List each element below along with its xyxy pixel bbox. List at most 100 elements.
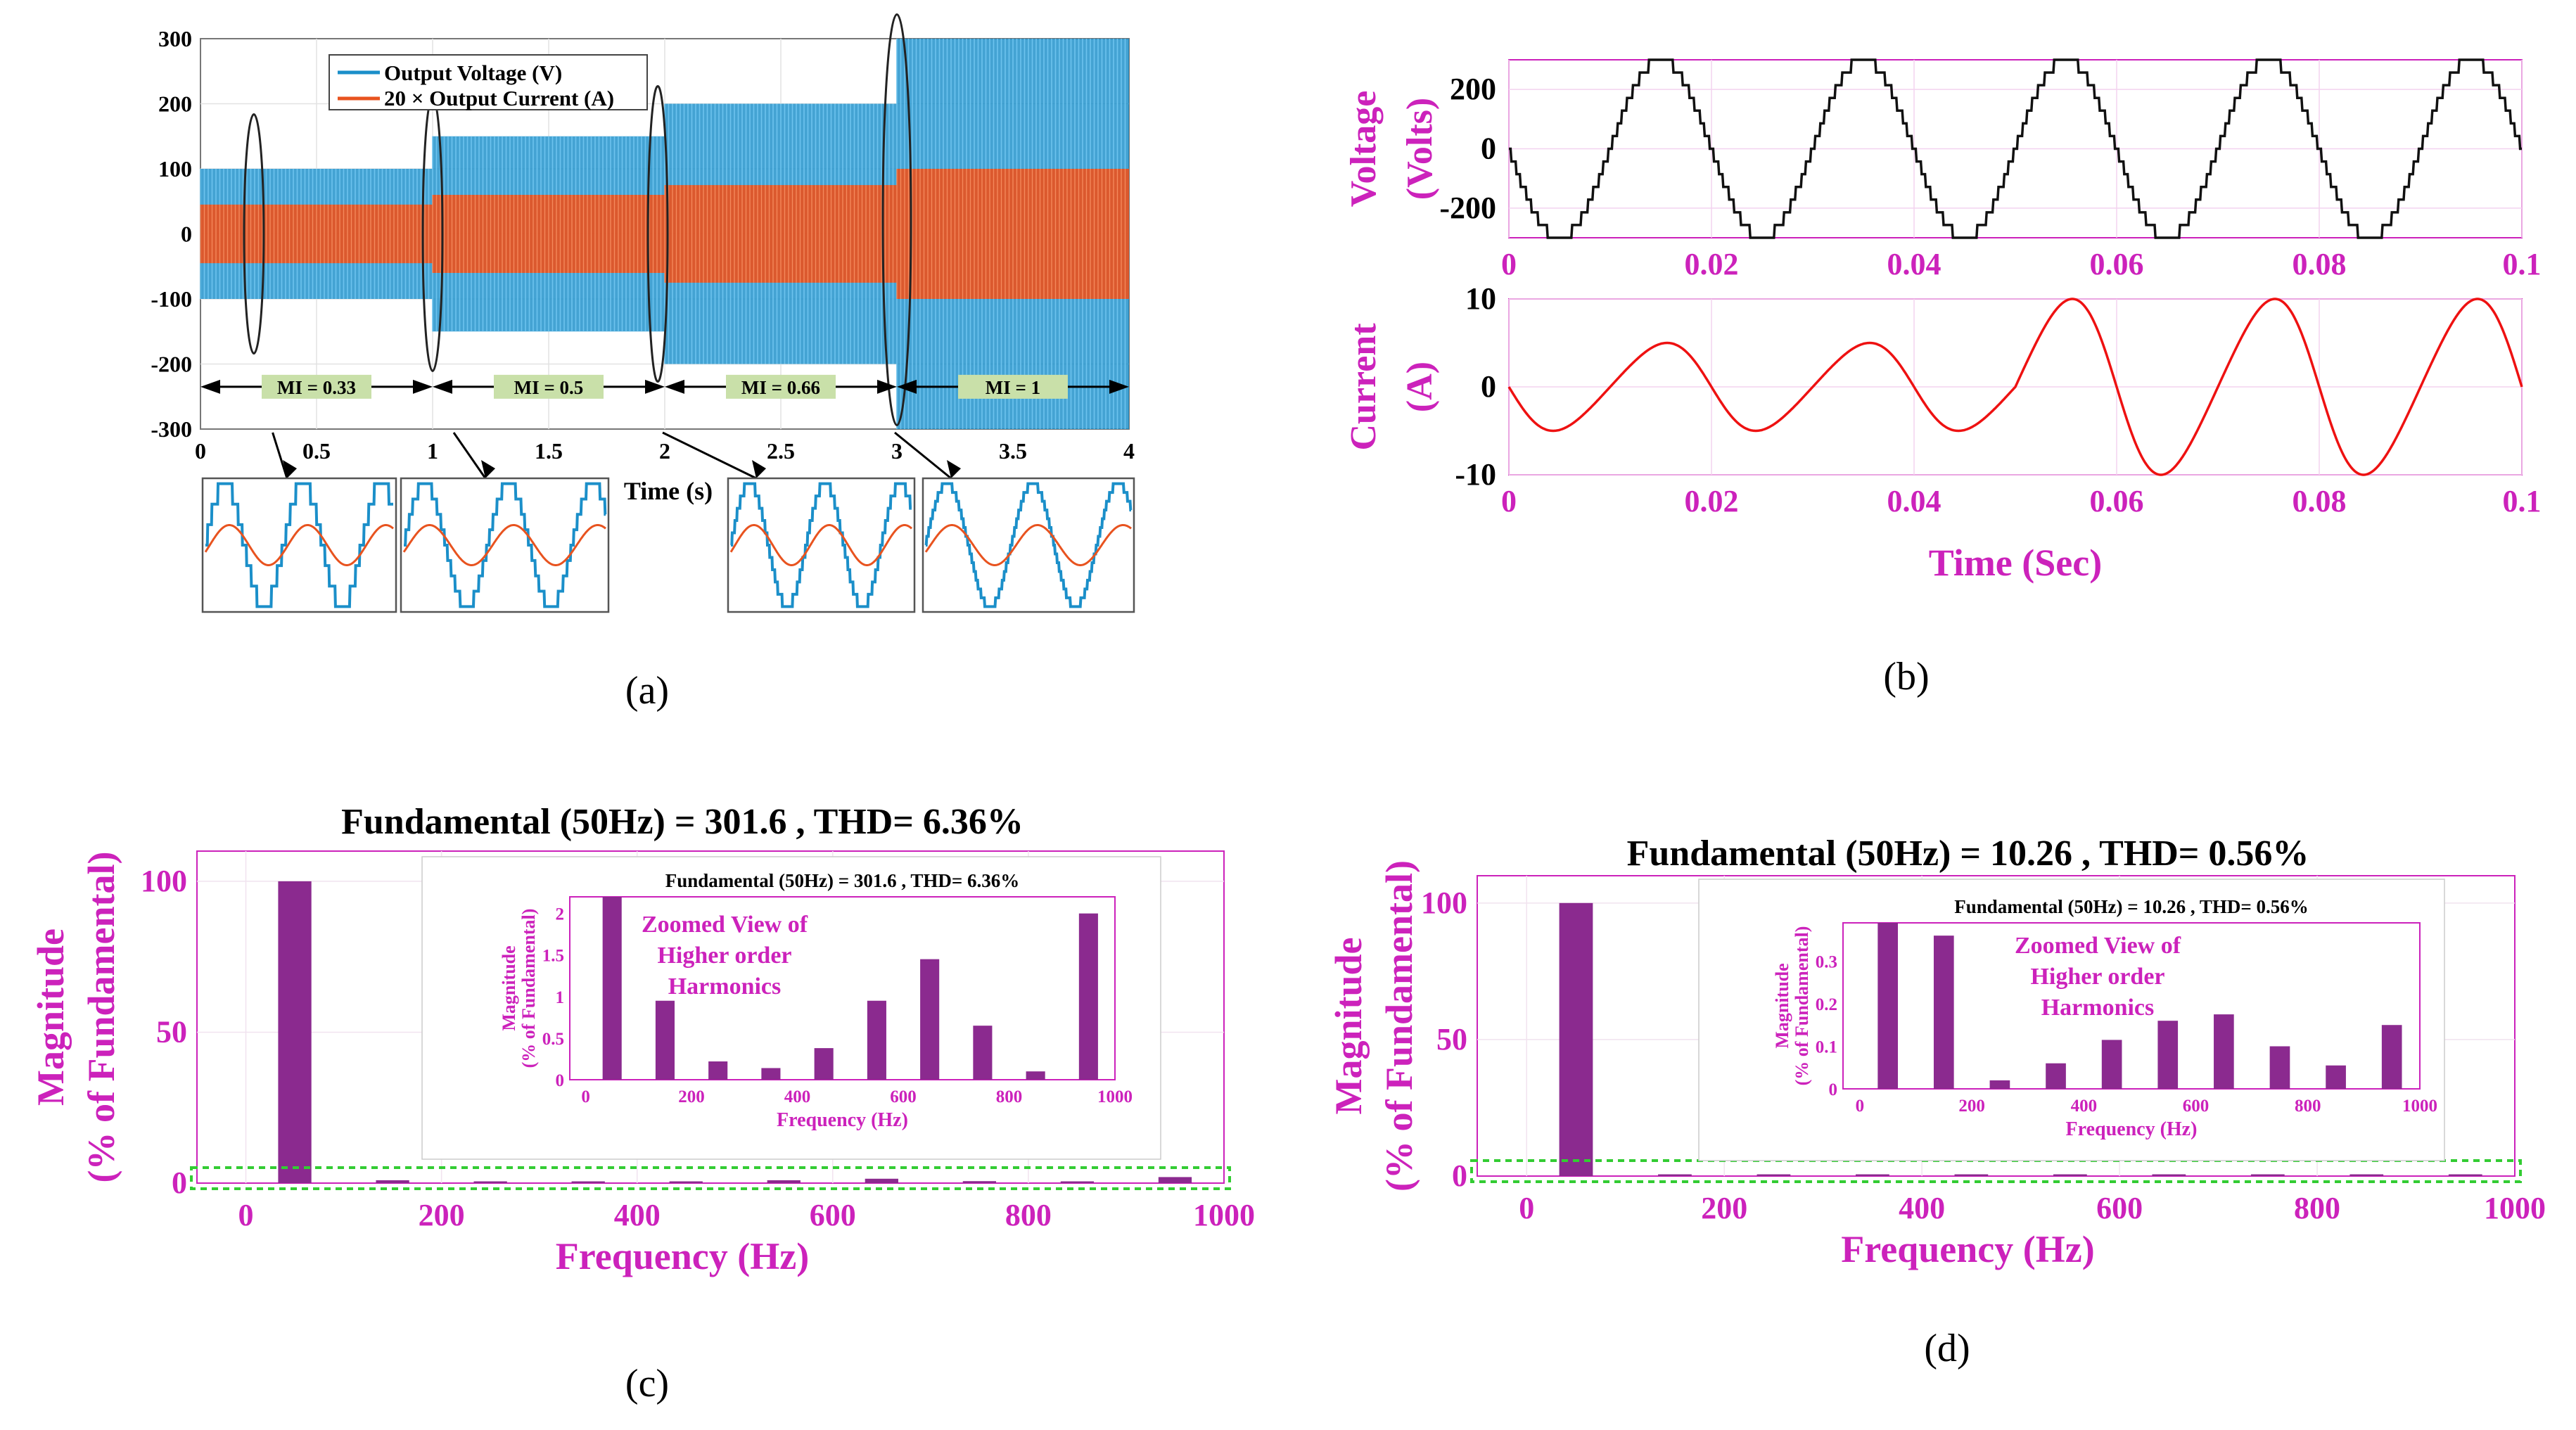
inset-x-tick-label: 600 [890, 1087, 917, 1106]
arrow-head-right [877, 379, 897, 394]
y-axis-label-line1: Magnitude [30, 928, 72, 1106]
inset-y-tick-label: 0 [556, 1071, 565, 1090]
panel-label-d: (d) [1924, 1327, 1970, 1370]
y-axis-label-line2: (Volts) [1400, 98, 1440, 200]
inset-harmonic-bar [814, 1048, 834, 1080]
inset-x-tick-label: 800 [996, 1087, 1023, 1106]
x-tick-label: 0 [1501, 247, 1517, 281]
zoom-current-sine [729, 524, 913, 566]
inset-y-tick-label: 0.5 [542, 1030, 564, 1049]
inset-y-axis-label-line1: Magnitude [499, 945, 519, 1030]
zoom-current-sine [924, 524, 1132, 566]
y-axis-label-line1: Magnitude [1327, 937, 1370, 1114]
inset-harmonic-bar [2381, 1025, 2402, 1089]
y-tick-label: 200 [158, 91, 192, 117]
x-tick-label: 0 [195, 438, 206, 464]
x-tick-label: 600 [2096, 1191, 2143, 1225]
inset-y-axis-label-line1: Magnitude [1772, 963, 1792, 1048]
harmonic-bar [1060, 1181, 1095, 1183]
arrow-head-left [665, 379, 684, 394]
x-tick-label: 0 [1519, 1191, 1534, 1225]
x-tick-label: 2 [659, 438, 670, 464]
x-tick-label: 0.1 [2503, 247, 2542, 281]
inset-x-tick-label: 200 [678, 1087, 705, 1106]
harmonic-bar [1756, 1174, 1791, 1176]
arrow-head-left [433, 379, 452, 394]
panel-label-b: (b) [1883, 655, 1929, 698]
inset-annotation-line1: Zoomed View of [2015, 933, 2181, 959]
x-tick-label: 0.5 [302, 438, 331, 464]
x-tick-label: 0.02 [1685, 247, 1739, 281]
inset-y-axis-label-line2: (% of Fundamental) [518, 909, 539, 1068]
zoom-inset-4 [894, 431, 1135, 613]
x-tick-label: 200 [1701, 1191, 1747, 1225]
x-tick-label: 200 [419, 1198, 465, 1232]
harmonic-bar [473, 1181, 507, 1183]
zoom-voltage-staircase [205, 482, 393, 608]
x-tick-label: 0.1 [2503, 484, 2542, 518]
y-tick-label: -300 [151, 416, 192, 442]
harmonic-bar [571, 1181, 605, 1183]
harmonic-bar [2152, 1174, 2186, 1176]
zoom-pointer-head [752, 460, 766, 478]
transition-marker-ellipse [881, 13, 912, 426]
inset-annotation-line2: Higher order [657, 943, 791, 969]
y-axis-label-line2: (A) [1400, 362, 1440, 412]
x-tick-label: 0 [238, 1198, 254, 1232]
inset-y-tick-label: 0 [1829, 1080, 1838, 1099]
zoom-voltage-staircase [924, 482, 1133, 608]
harmonic-bar [2448, 1174, 2482, 1176]
x-tick-label: 3 [891, 438, 903, 464]
inset-y-tick-label: 0.1 [1816, 1038, 1837, 1056]
zoom-voltage-staircase [730, 482, 912, 608]
inset-harmonic-bar [2046, 1063, 2066, 1089]
zoom-pointer-head [947, 460, 961, 478]
harmonic-bar [1158, 1177, 1192, 1183]
x-tick-label: 400 [614, 1198, 661, 1232]
zoom-inset-2 [400, 432, 610, 613]
x-tick-label: 1000 [2484, 1191, 2546, 1225]
inset-x-tick-label: 0 [581, 1087, 590, 1106]
y-tick-label: -100 [151, 286, 192, 312]
current-oscillation-lines [664, 185, 894, 283]
harmonic-bar [1658, 1174, 1692, 1176]
y-tick-label: 50 [1436, 1022, 1467, 1056]
inset-harmonic-bar [2101, 1040, 2122, 1089]
harmonic-bar [2053, 1174, 2087, 1176]
x-tick-label: 0.06 [2090, 484, 2144, 518]
x-axis-label: Time (s) [624, 477, 713, 505]
y-tick-label: 100 [158, 156, 192, 181]
legend-box [329, 54, 648, 110]
inset-title: Fundamental (50Hz) = 301.6 , THD= 6.36% [665, 870, 1020, 891]
zoom-pointer-line [452, 432, 487, 479]
y-tick-label: 50 [156, 1014, 187, 1049]
legend-voltage-label: Output Voltage (V) [384, 60, 562, 85]
panel-a-output-waveforms: MI = 0.33 MI = 0.5 MI = 0.66 MI = 1 Output V… [151, 13, 1135, 613]
inset-harmonic-bar [708, 1061, 728, 1080]
chart-title: Fundamental (50Hz) = 301.6 , THD= 6.36% [341, 802, 1024, 842]
x-tick-label: 0.08 [2293, 247, 2347, 281]
mi-label-bg [262, 374, 371, 399]
inset-harmonic-bar [1933, 936, 1954, 1089]
x-axis-label: Frequency (Hz) [556, 1235, 809, 1277]
inset-harmonic-bar [2214, 1014, 2234, 1089]
harmonic-bar [1559, 902, 1593, 1176]
harmonic-bar [962, 1181, 997, 1183]
inset-annotation-line3: Harmonics [668, 973, 782, 1000]
inset-harmonic-bar [1989, 1080, 2010, 1089]
current-oscillation-lines [432, 195, 662, 273]
x-tick-label: 0.02 [1685, 484, 1739, 518]
mi-label: MI = 1 [986, 377, 1040, 398]
y-tick-label: 300 [158, 26, 192, 51]
harmonic-bar [1856, 1174, 1889, 1176]
y-tick-label: 10 [1465, 281, 1496, 316]
inset-harmonic-bar [867, 1000, 886, 1080]
inset-x-tick-label: 200 [1958, 1097, 1985, 1116]
inset-harmonic-bar [2326, 1065, 2346, 1089]
zoom-pointer-head [481, 460, 495, 478]
harmonic-bar [376, 1180, 409, 1183]
x-tick-label: 1 [427, 438, 438, 464]
zoom-pointer-line [272, 432, 288, 479]
y-axis-label-line1: Current [1344, 323, 1384, 451]
